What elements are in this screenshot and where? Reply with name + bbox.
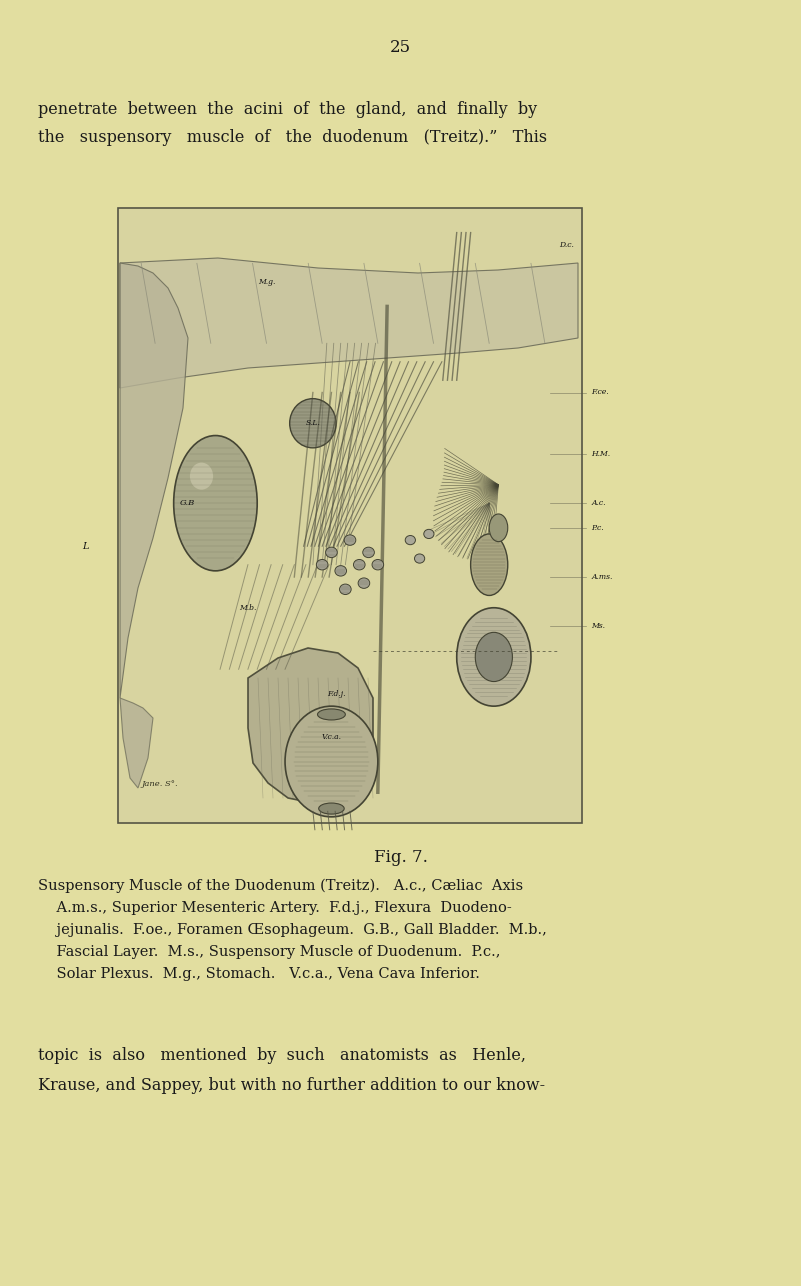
Ellipse shape xyxy=(316,559,328,570)
Ellipse shape xyxy=(290,399,336,448)
Text: Solar Plexus.  M.g., Stomach.   V.c.a., Vena Cava Inferior.: Solar Plexus. M.g., Stomach. V.c.a., Ven… xyxy=(38,967,480,981)
Text: L: L xyxy=(83,541,89,550)
Text: A.ms.: A.ms. xyxy=(591,574,613,581)
Text: the   suspensory   muscle  of   the  duodenum   (Treitz).”   This: the suspensory muscle of the duodenum (T… xyxy=(38,130,547,147)
Text: M.g.: M.g. xyxy=(258,278,276,285)
Ellipse shape xyxy=(174,459,257,547)
Text: Fascial Layer.  M.s., Suspensory Muscle of Duodenum.  P.c.,: Fascial Layer. M.s., Suspensory Muscle o… xyxy=(38,945,501,959)
Text: G.B: G.B xyxy=(180,499,195,507)
Text: 25: 25 xyxy=(390,40,411,57)
Text: Suspensory Muscle of the Duodenum (Treitz).   A.c., Cæliac  Axis: Suspensory Muscle of the Duodenum (Treit… xyxy=(38,878,523,894)
Polygon shape xyxy=(120,264,188,698)
Text: P.c.: P.c. xyxy=(591,523,604,532)
Text: V.c.a.: V.c.a. xyxy=(321,733,341,741)
Polygon shape xyxy=(120,698,153,788)
Bar xyxy=(118,208,582,823)
Text: topic  is  also   mentioned  by  such   anatomists  as   Henle,: topic is also mentioned by such anatomis… xyxy=(38,1048,526,1065)
Ellipse shape xyxy=(340,584,351,594)
Ellipse shape xyxy=(326,547,337,558)
Text: Krause, and Sappey, but with no further addition to our know-: Krause, and Sappey, but with no further … xyxy=(38,1078,545,1094)
Bar xyxy=(119,210,581,822)
Ellipse shape xyxy=(190,463,213,490)
Text: S.L.: S.L. xyxy=(305,419,320,427)
Ellipse shape xyxy=(174,436,257,571)
Ellipse shape xyxy=(372,559,384,570)
Ellipse shape xyxy=(317,709,345,720)
Ellipse shape xyxy=(319,802,344,814)
Polygon shape xyxy=(120,258,578,388)
Ellipse shape xyxy=(489,514,508,541)
Text: A.c.: A.c. xyxy=(591,499,606,507)
Ellipse shape xyxy=(344,535,356,545)
Ellipse shape xyxy=(174,446,257,561)
Text: penetrate  between  the  acini  of  the  gland,  and  finally  by: penetrate between the acini of the gland… xyxy=(38,102,537,118)
Ellipse shape xyxy=(424,530,434,539)
Ellipse shape xyxy=(363,547,374,558)
Text: jejunalis.  F.oe., Foramen Œsophageum.  G.B., Gall Bladder.  M.b.,: jejunalis. F.oe., Foramen Œsophageum. G.… xyxy=(38,923,547,937)
Text: F.ce.: F.ce. xyxy=(591,388,609,396)
Text: D.c.: D.c. xyxy=(559,240,574,249)
Ellipse shape xyxy=(335,566,347,576)
Text: A.m.s., Superior Mesenteric Artery.  F.d.j., Flexura  Duodeno-: A.m.s., Superior Mesenteric Artery. F.d.… xyxy=(38,901,512,916)
Ellipse shape xyxy=(405,535,416,545)
Ellipse shape xyxy=(353,559,365,570)
Ellipse shape xyxy=(471,534,508,595)
Ellipse shape xyxy=(475,633,513,682)
Text: Fig. 7.: Fig. 7. xyxy=(373,850,428,867)
Ellipse shape xyxy=(285,706,378,817)
Text: F.d.j.: F.d.j. xyxy=(327,689,345,698)
Text: Jane. S°.: Jane. S°. xyxy=(141,781,178,788)
Text: Ms.: Ms. xyxy=(591,622,606,630)
Ellipse shape xyxy=(457,608,531,706)
Ellipse shape xyxy=(414,554,425,563)
Text: M.b.: M.b. xyxy=(239,603,256,612)
Ellipse shape xyxy=(174,436,257,571)
Text: H.M.: H.M. xyxy=(591,450,610,458)
Polygon shape xyxy=(248,648,373,802)
Ellipse shape xyxy=(358,577,370,589)
